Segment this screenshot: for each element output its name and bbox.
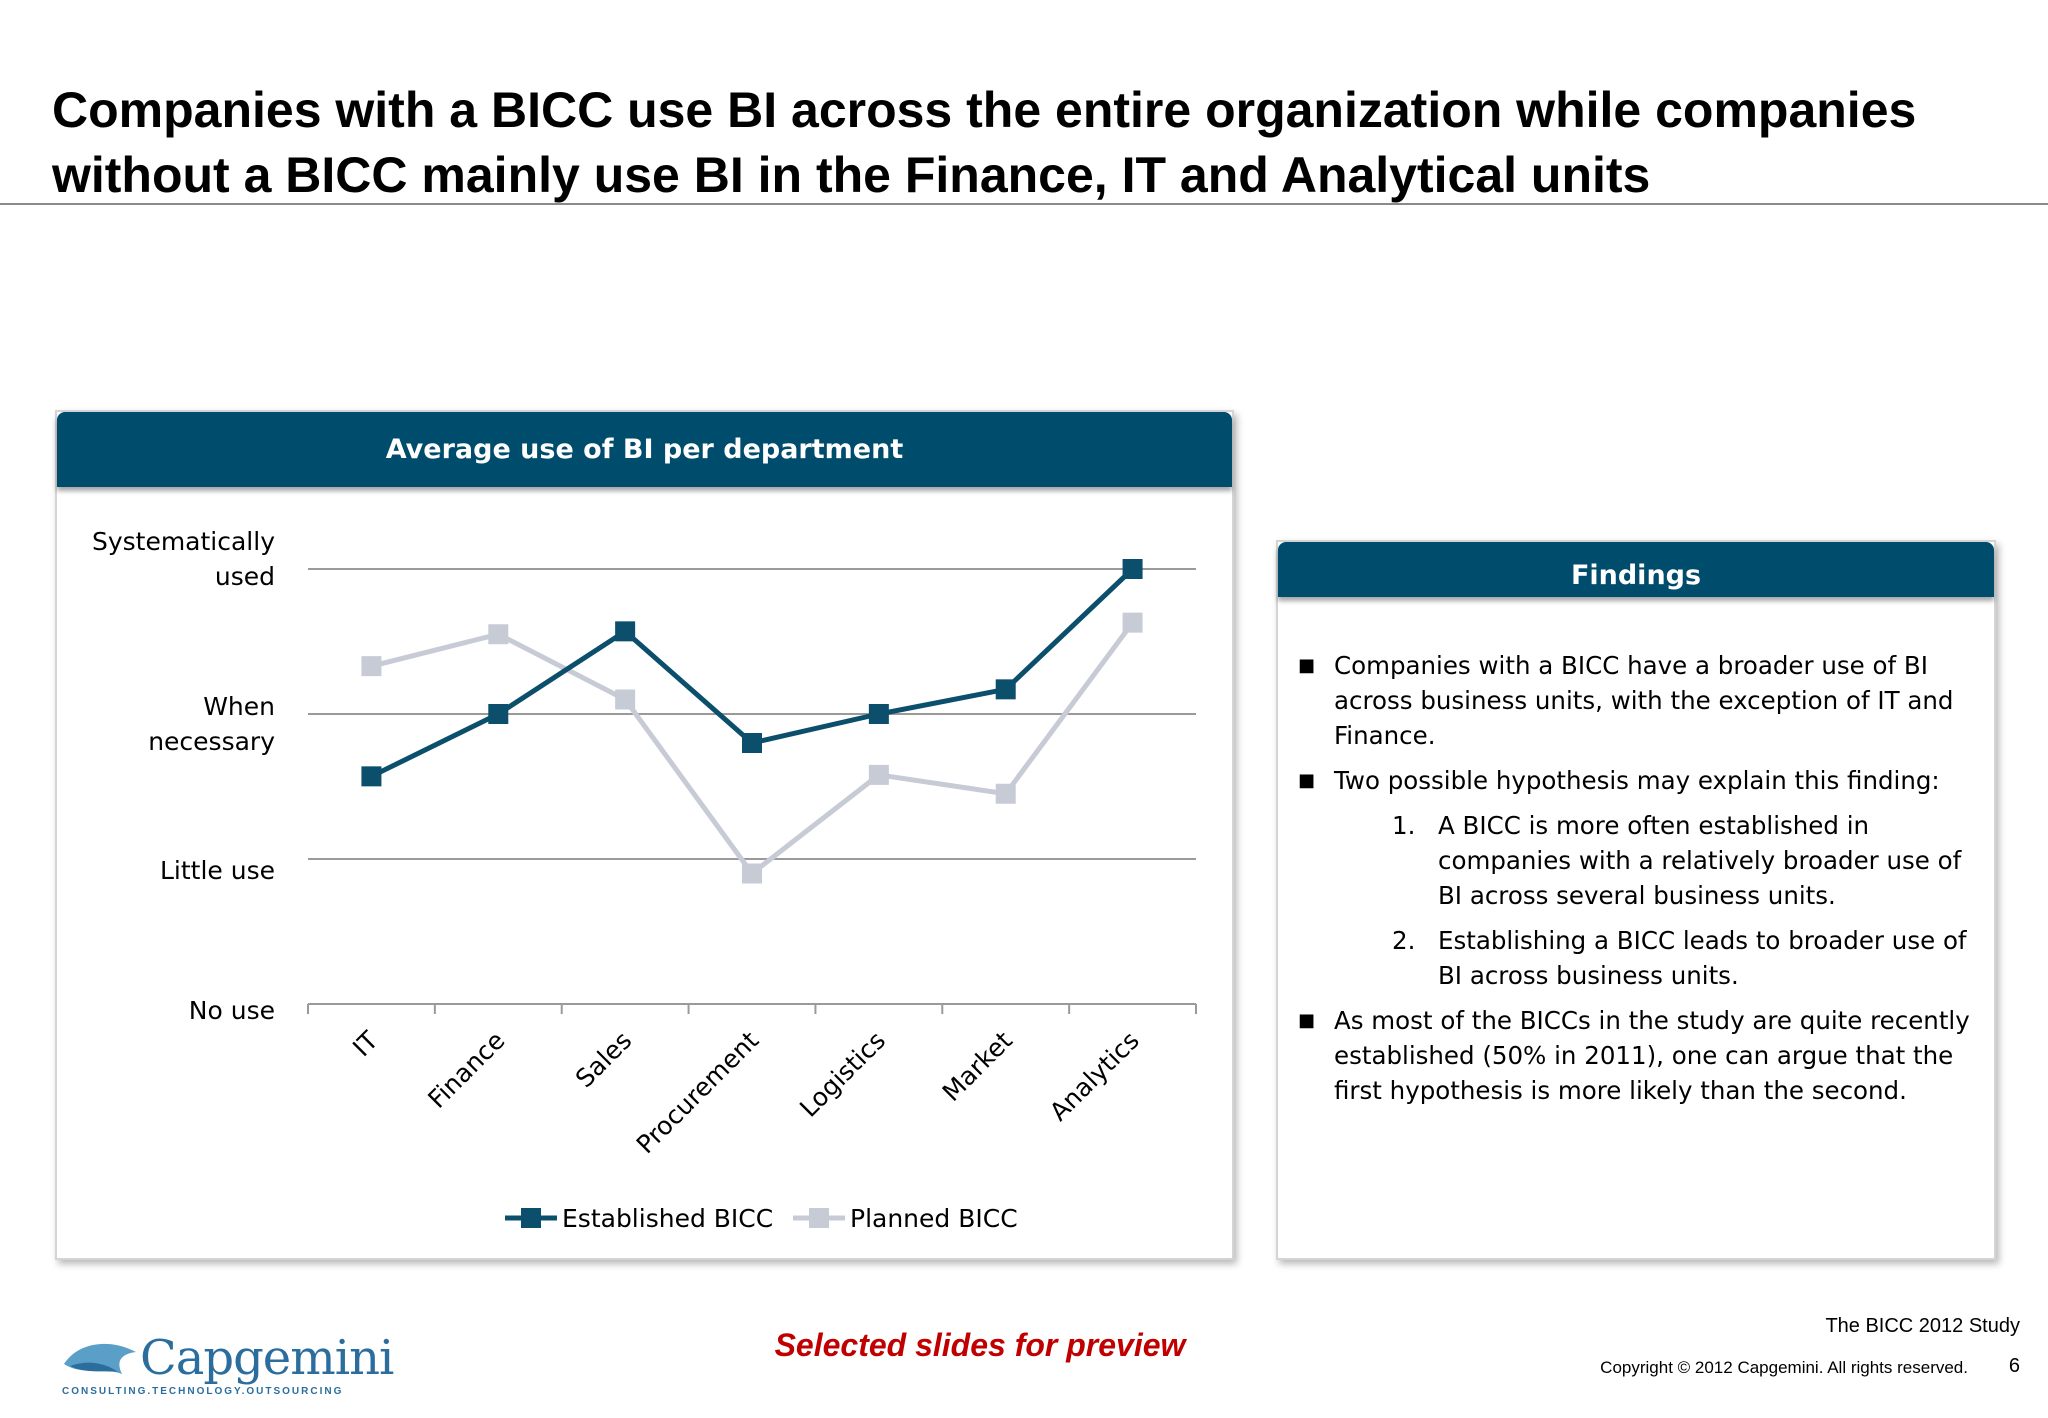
chart-panel: Average use of BI per department xyxy=(55,410,1234,1260)
data-point xyxy=(1122,612,1143,633)
x-tick-label: Market xyxy=(937,1026,1018,1107)
data-point xyxy=(488,704,509,724)
data-point xyxy=(615,621,636,642)
finding-item-3: ■ As most of the BICCs in the study are … xyxy=(1292,1003,1992,1108)
data-point xyxy=(361,656,382,677)
x-tick-label: IT xyxy=(347,1025,384,1062)
findings-panel: Findings xyxy=(1276,540,1996,1260)
finding-item-2: ■ Two possible hypothesis may explain th… xyxy=(1292,763,1992,798)
findings-list: ■ Companies with a BICC have a broader u… xyxy=(1292,648,1992,1118)
gridlines xyxy=(308,568,1196,860)
finding-subitem-1: 1. A BICC is more often established in c… xyxy=(1392,811,1962,910)
data-point xyxy=(995,679,1016,700)
y-tick-label-when-necessary: When necessary xyxy=(148,692,275,756)
data-point xyxy=(868,764,889,785)
series-layer xyxy=(361,559,1143,884)
data-point xyxy=(742,733,762,753)
bullet-icon: ■ xyxy=(1298,770,1316,791)
data-point xyxy=(615,689,636,710)
x-tick-label: Logistics xyxy=(794,1026,891,1123)
bullet-icon: ■ xyxy=(1298,1010,1316,1031)
slide-title: Companies with a BICC use BI across the … xyxy=(52,82,1917,203)
x-tick-label: Finance xyxy=(422,1026,510,1114)
study-name: The BICC 2012 Study xyxy=(1825,1315,2020,1337)
data-point xyxy=(868,704,889,724)
logo-spade-icon xyxy=(64,1343,136,1374)
y-tick-label-little-use: Little use xyxy=(159,856,275,885)
legend-item: Established BICC xyxy=(505,1204,773,1233)
bullet-icon: ■ xyxy=(1298,655,1316,676)
legend-item: Planned BICC xyxy=(793,1204,1018,1233)
title-divider xyxy=(0,203,2048,205)
preview-note: Selected slides for preview xyxy=(774,1327,1186,1363)
finding-item-1: ■ Companies with a BICC have a broader u… xyxy=(1292,648,1992,753)
x-tick-label: Sales xyxy=(570,1026,638,1094)
x-axis xyxy=(307,1003,1197,1014)
data-point xyxy=(742,863,762,884)
legend-marker xyxy=(521,1208,541,1228)
page-number: 6 xyxy=(2008,1355,2020,1377)
data-point xyxy=(995,783,1016,804)
chart-panel-header: Average use of BI per department xyxy=(57,412,1232,487)
data-point xyxy=(488,624,509,645)
data-point xyxy=(361,766,382,787)
finding-subitem-2: 2. Establishing a BICC leads to broader … xyxy=(1392,926,1967,990)
y-tick-label-systematically-used: Systematically used xyxy=(91,527,275,591)
x-tick-label: Procurement xyxy=(631,1026,765,1160)
findings-panel-header: Findings xyxy=(1278,542,1994,597)
x-tick-label: Analytics xyxy=(1044,1026,1145,1127)
legend-label: Established BICC xyxy=(562,1204,773,1233)
series-planned-bicc xyxy=(361,612,1143,884)
legend-marker xyxy=(809,1208,829,1228)
legend: Established BICC Planned BICC xyxy=(505,1204,1018,1233)
series-established-bicc xyxy=(361,559,1143,787)
copyright-notice: Copyright © 2012 Capgemini. All rights r… xyxy=(1600,1358,1968,1377)
legend-label: Planned BICC xyxy=(850,1204,1018,1233)
capgemini-logo: Capgemini CONSULTING.TECHNOLOGY.OUTSOURC… xyxy=(62,1330,394,1397)
data-point xyxy=(1122,559,1143,579)
y-tick-label-no-use: No use xyxy=(188,996,275,1025)
